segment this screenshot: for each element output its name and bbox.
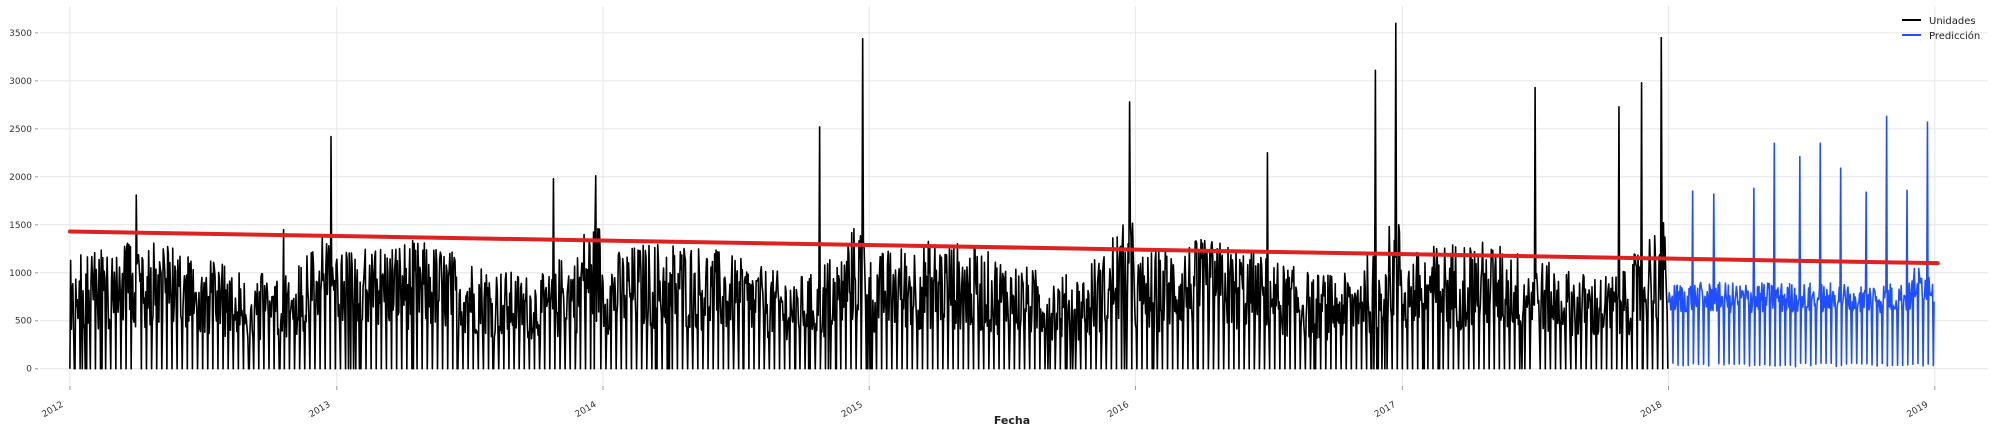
y-tick-label: 500	[15, 317, 32, 327]
x-axis-ticks: 2012 2013 2014 2015 2016 2017 2018 2019	[41, 386, 1936, 420]
x-tick-label: 2016	[1106, 400, 1131, 420]
y-tick-label: 3000	[9, 77, 32, 87]
x-tick-label: 2019	[1905, 400, 1930, 420]
legend-label-prediccion: Predicción	[1929, 30, 1980, 42]
y-tick-label: 1500	[9, 221, 32, 231]
legend: Unidades Predicción	[1902, 16, 1980, 42]
y-axis-ticks: 0 500 1000 1500 2000 2500 3000 3500	[9, 29, 38, 375]
series-line-prediccion	[1667, 115, 1935, 368]
x-tick-label: 2018	[1639, 400, 1664, 420]
x-tick-label: 2014	[574, 400, 599, 420]
x-tick-label: 2015	[840, 400, 865, 420]
series-line-unidades	[69, 22, 1669, 370]
y-tick-label: 2000	[9, 173, 32, 183]
trend-line	[67, 229, 1940, 266]
x-axis-title: Fecha	[994, 414, 1030, 427]
y-tick-label: 0	[26, 365, 32, 375]
legend-label-unidades: Unidades	[1929, 16, 1976, 27]
x-tick-label: 2017	[1373, 400, 1398, 420]
y-tick-label: 2500	[9, 125, 32, 135]
y-tick-label: 3500	[9, 29, 32, 39]
x-tick-label: 2013	[307, 400, 332, 420]
series-lines	[69, 22, 1935, 370]
x-tick-label: 2012	[41, 400, 66, 420]
trend-layer	[67, 229, 1940, 266]
y-tick-label: 1000	[9, 269, 32, 279]
